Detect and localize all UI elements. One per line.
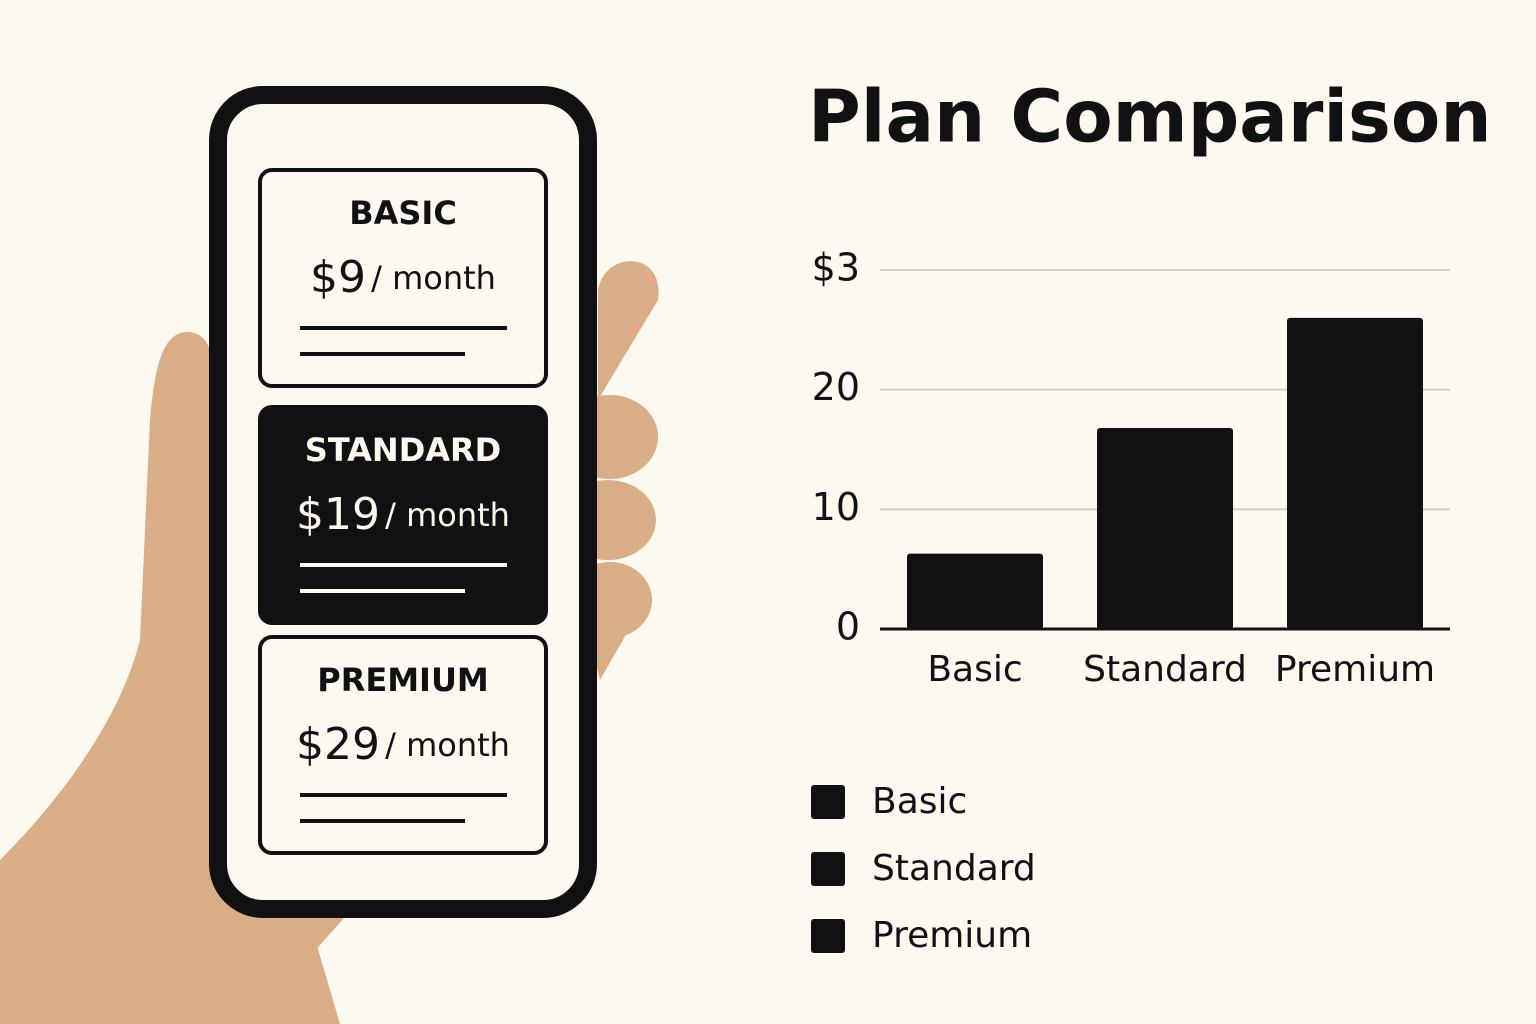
bar [907, 553, 1043, 629]
price: $9 [310, 252, 366, 303]
legend-label: Basic [872, 781, 967, 822]
chart-title: Plan Comparison [808, 75, 1492, 159]
period: / month [371, 259, 496, 297]
legend-swatch [811, 919, 845, 953]
legend-swatch [811, 785, 845, 819]
plan-card [258, 168, 548, 388]
period: / month [385, 496, 510, 534]
period: / month [385, 726, 510, 764]
plan-price: $19 / month [296, 489, 510, 540]
legend-label: Premium [872, 915, 1032, 956]
price: $29 [296, 719, 380, 770]
bar [1097, 427, 1233, 629]
plan-price: $9 / month [310, 252, 496, 303]
x-tick-label: Standard [1083, 649, 1247, 690]
chart: 0 10 20 $3 Basic Basic Standard Standard Premium… [811, 246, 1450, 956]
plan-list: BASIC $9 / month STANDARD $19 / month PREMIU… [258, 168, 548, 855]
plan-price: $29 / month [296, 719, 510, 770]
bar [1287, 317, 1423, 629]
y-tick-label: $3 [812, 246, 860, 290]
legend-swatch [811, 852, 845, 886]
plan-card [258, 635, 548, 855]
legend-label: Standard [872, 848, 1036, 889]
finger [598, 261, 659, 400]
plan-card [258, 405, 548, 625]
plan-name: PREMIUM [317, 661, 489, 699]
plan-name: STANDARD [305, 431, 501, 469]
x-tick-label: Basic [927, 649, 1022, 690]
price: $19 [296, 489, 380, 540]
y-tick-label: 20 [812, 365, 860, 409]
y-tick-label: 0 [836, 605, 860, 649]
plan-name: BASIC [349, 194, 457, 232]
y-tick-label: 10 [812, 485, 860, 529]
x-tick-label: Premium [1275, 649, 1435, 690]
